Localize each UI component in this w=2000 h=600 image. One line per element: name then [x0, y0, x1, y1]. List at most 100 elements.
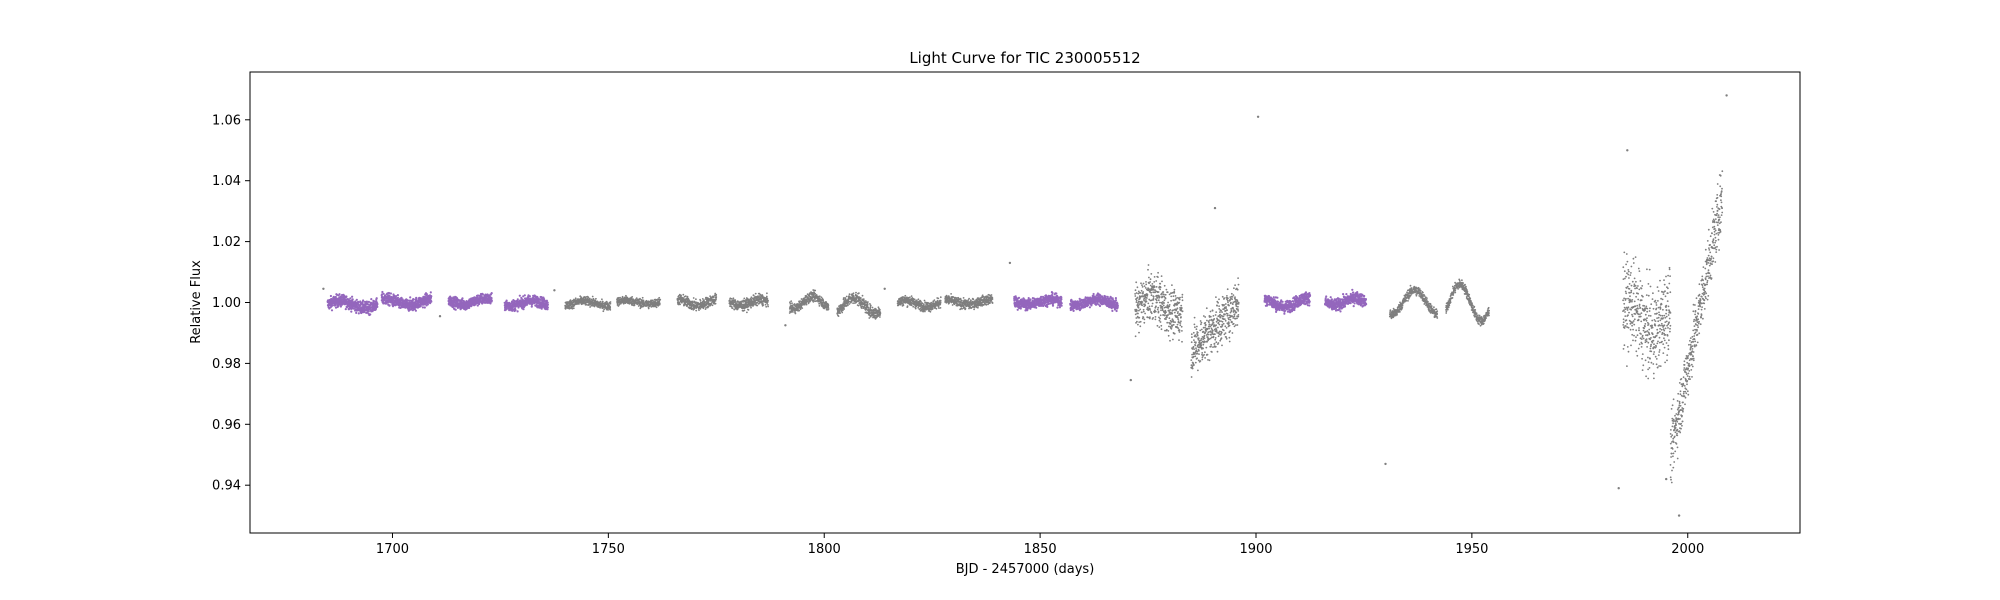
data-point — [476, 304, 479, 307]
data-point — [867, 301, 869, 303]
data-point — [655, 306, 658, 309]
data-point — [705, 306, 707, 309]
data-point — [578, 303, 580, 305]
data-point — [818, 305, 821, 307]
data-point — [389, 292, 392, 295]
data-point — [641, 296, 644, 299]
data-point — [867, 307, 870, 309]
data-point — [707, 305, 710, 308]
data-point — [654, 300, 657, 302]
data-point — [454, 308, 457, 311]
data-point — [589, 306, 591, 308]
data-point — [565, 307, 568, 309]
data-point — [869, 304, 872, 307]
data-point — [647, 307, 650, 310]
data-point — [339, 305, 342, 308]
data-point — [990, 294, 993, 296]
data-point — [847, 304, 849, 307]
data-point — [964, 307, 967, 310]
data-point — [639, 297, 641, 300]
data-point — [731, 307, 734, 310]
data-point — [991, 302, 994, 304]
data-point — [334, 304, 337, 307]
data-point — [853, 296, 855, 298]
data-point — [698, 309, 700, 311]
data-point — [767, 299, 769, 302]
data-point — [489, 302, 492, 305]
data-point — [977, 306, 979, 309]
data-point — [337, 305, 340, 308]
data-point — [686, 295, 689, 298]
data-point — [350, 307, 353, 310]
data-point — [345, 295, 348, 298]
data-point — [618, 303, 621, 306]
data-point — [376, 305, 379, 308]
segment-highlight — [380, 290, 433, 312]
data-point — [699, 307, 702, 310]
data-point — [365, 300, 368, 303]
data-point — [862, 298, 865, 300]
data-point — [756, 304, 759, 307]
data-point — [939, 301, 942, 304]
data-point — [617, 297, 620, 300]
data-point — [960, 299, 963, 302]
data-point — [766, 297, 769, 300]
data-point — [818, 295, 821, 298]
data-point — [730, 305, 733, 308]
data-point — [376, 303, 379, 306]
data-point — [625, 294, 627, 297]
data-point — [531, 302, 534, 306]
data-point — [714, 302, 717, 305]
data-point — [628, 302, 631, 305]
data-point — [514, 309, 517, 312]
data-point — [746, 311, 748, 314]
data-point — [546, 308, 549, 311]
data-point — [914, 307, 917, 310]
data-point — [703, 299, 705, 302]
data-point — [583, 302, 585, 305]
data-point — [1017, 296, 1021, 299]
data-point — [588, 297, 591, 300]
data-point — [985, 303, 988, 306]
data-point — [522, 308, 525, 311]
data-point — [619, 296, 621, 299]
data-point — [652, 305, 655, 308]
data-point — [682, 293, 685, 296]
data-point — [430, 300, 433, 303]
data-point — [762, 304, 765, 306]
data-point — [602, 310, 605, 313]
data-point — [973, 308, 975, 311]
data-point — [659, 298, 662, 301]
data-point — [865, 308, 868, 311]
data-point — [490, 292, 493, 295]
data-point — [814, 289, 817, 292]
data-point — [355, 298, 358, 301]
data-point — [539, 298, 542, 301]
data-point — [601, 298, 603, 301]
data-point — [1019, 307, 1022, 310]
data-point — [730, 297, 733, 300]
data-points — [322, 94, 1728, 517]
data-point — [571, 307, 574, 310]
data-point — [848, 293, 851, 296]
data-point — [841, 311, 844, 314]
data-point — [902, 304, 905, 307]
data-point — [917, 306, 920, 309]
data-point — [910, 295, 913, 297]
data-point — [766, 292, 768, 295]
data-point — [917, 298, 920, 301]
data-point — [765, 305, 768, 308]
data-point — [948, 296, 951, 299]
segment-base — [616, 294, 662, 310]
data-point — [799, 300, 801, 303]
data-point — [711, 304, 714, 307]
data-point — [381, 290, 384, 294]
data-point — [924, 310, 926, 313]
data-point — [603, 308, 605, 311]
data-point — [388, 304, 391, 307]
data-point — [803, 303, 806, 306]
data-point — [677, 300, 679, 302]
data-point — [906, 305, 909, 307]
data-point — [875, 308, 877, 311]
